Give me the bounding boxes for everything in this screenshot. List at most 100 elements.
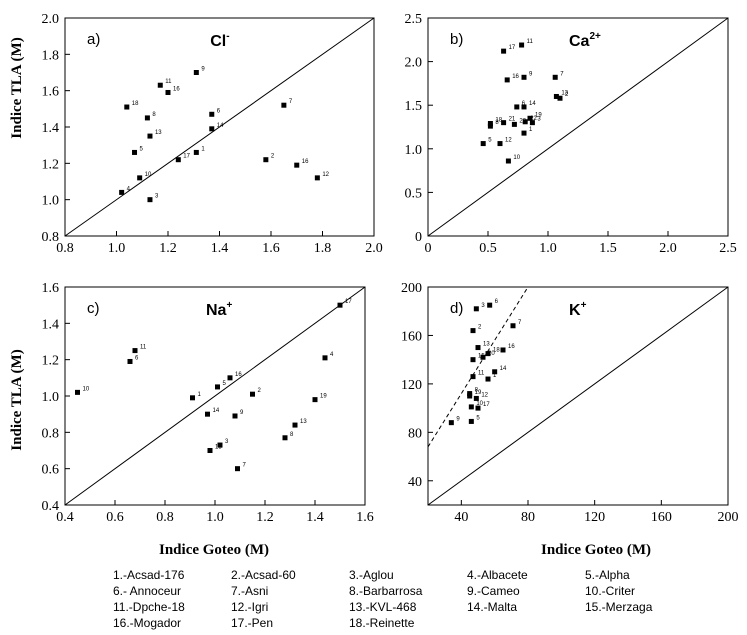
x-tick-label: 120 <box>584 510 605 525</box>
data-point <box>119 189 125 195</box>
data-point <box>501 120 507 126</box>
point-label: 6 <box>522 101 526 107</box>
x-tick-label: 1.2 <box>256 510 274 525</box>
point-label: 7 <box>289 99 293 105</box>
data-point <box>263 157 269 163</box>
x-tick-label: 2.0 <box>659 241 677 256</box>
point-label: 16 <box>173 86 180 92</box>
point-label: 17 <box>509 45 516 51</box>
point-label: 18 <box>493 348 500 354</box>
data-point <box>468 418 474 424</box>
legend-item: 13.-KVL-468 <box>349 600 417 614</box>
point-label: 16 <box>235 372 242 378</box>
one-to-one-line <box>64 17 375 237</box>
x-tick-label: 1.8 <box>314 241 332 256</box>
point-label: 20 <box>488 351 495 357</box>
data-point <box>522 119 528 125</box>
y-tick-label: 0.8 <box>42 426 60 441</box>
panel-label: c) <box>87 300 100 317</box>
point-label: 16 <box>512 74 519 80</box>
data-point <box>505 158 511 164</box>
point-label: 10 <box>476 401 483 407</box>
data-point <box>510 323 516 329</box>
data-point <box>282 435 288 441</box>
data-point <box>521 104 527 110</box>
y-tick-label: 0 <box>415 230 422 245</box>
panel-label: d) <box>450 300 463 317</box>
data-point <box>557 95 563 101</box>
point-label: 19 <box>535 112 542 118</box>
point-label: 1 <box>493 373 497 379</box>
legend-item: 14.-Malta <box>467 600 518 614</box>
ion-label: Na+ <box>206 300 232 319</box>
point-label: 6 <box>135 355 139 361</box>
data-point <box>232 413 238 419</box>
point-label: 14 <box>213 408 220 414</box>
point-label: 2 <box>478 325 482 331</box>
legend-item: 12.-Igri <box>231 600 269 614</box>
x-tick-label: 160 <box>651 510 672 525</box>
x-tick-label: 80 <box>521 510 535 525</box>
point-label: 19 <box>475 390 482 396</box>
point-label: 22 <box>530 116 537 122</box>
point-label: 13 <box>561 90 568 96</box>
data-point <box>209 111 215 117</box>
y-tick-label: 120 <box>401 378 422 393</box>
data-point <box>467 393 473 399</box>
y-tick-label: 0.8 <box>42 230 60 245</box>
legend-item: 5.-Alpha <box>585 568 630 582</box>
legend-item: 16.-Mogador <box>113 616 182 630</box>
legend-item: 3.-Aglou <box>349 568 394 582</box>
point-label: 3 <box>225 439 229 445</box>
point-label: 11 <box>527 39 534 45</box>
point-label: 2 <box>565 92 569 98</box>
point-label: 3 <box>537 117 541 123</box>
data-point <box>165 89 171 95</box>
data-point <box>511 121 517 127</box>
legend-item: 6.- Annoceur <box>113 584 182 598</box>
data-point <box>215 384 220 390</box>
y-tick-label: 160 <box>401 329 422 344</box>
y-tick-label: 1.4 <box>42 121 60 136</box>
x-axis-label-left: Indice Goteo (M) <box>159 542 269 558</box>
y-tick-label: 1.0 <box>405 143 423 158</box>
point-label: 9 <box>240 410 244 416</box>
data-point <box>75 389 80 395</box>
data-point <box>209 126 215 132</box>
data-point <box>470 374 476 380</box>
point-label: 2 <box>258 388 262 394</box>
ion-label: K+ <box>569 300 587 319</box>
data-point <box>193 149 199 155</box>
legend-item: 8.-Barbarrosa <box>349 584 423 598</box>
data-point <box>337 302 343 308</box>
data-point <box>144 115 150 121</box>
point-label: 7 <box>243 463 247 469</box>
x-axis-label-right: Indice Goteo (M) <box>541 542 651 558</box>
point-label: 13 <box>483 342 490 348</box>
y-tick-label: 2.0 <box>42 12 60 27</box>
data-point <box>468 404 474 410</box>
y-tick-label: 1.8 <box>42 48 60 63</box>
point-label: 6 <box>217 108 221 114</box>
x-tick-label: 1.4 <box>306 510 324 525</box>
data-point <box>227 375 233 381</box>
data-point <box>487 121 493 127</box>
y-axis-label-bottom: Indice TLA (M) <box>9 349 25 450</box>
point-label: 8 <box>290 432 294 438</box>
panel-label: b) <box>450 31 463 48</box>
data-point <box>473 306 479 312</box>
legend-item: 17.-Pen <box>231 616 274 630</box>
data-point <box>501 48 507 54</box>
data-point <box>314 175 320 181</box>
one-to-one-line <box>64 286 366 506</box>
point-label: 17 <box>183 154 190 160</box>
point-label: 9 <box>201 67 205 73</box>
data-point <box>235 466 240 472</box>
y-tick-label: 1.2 <box>42 157 60 172</box>
y-tick-label: 1.5 <box>405 99 423 114</box>
y-tick-label: 1.0 <box>42 194 60 209</box>
data-point <box>322 355 328 361</box>
point-label: 19 <box>320 394 327 400</box>
